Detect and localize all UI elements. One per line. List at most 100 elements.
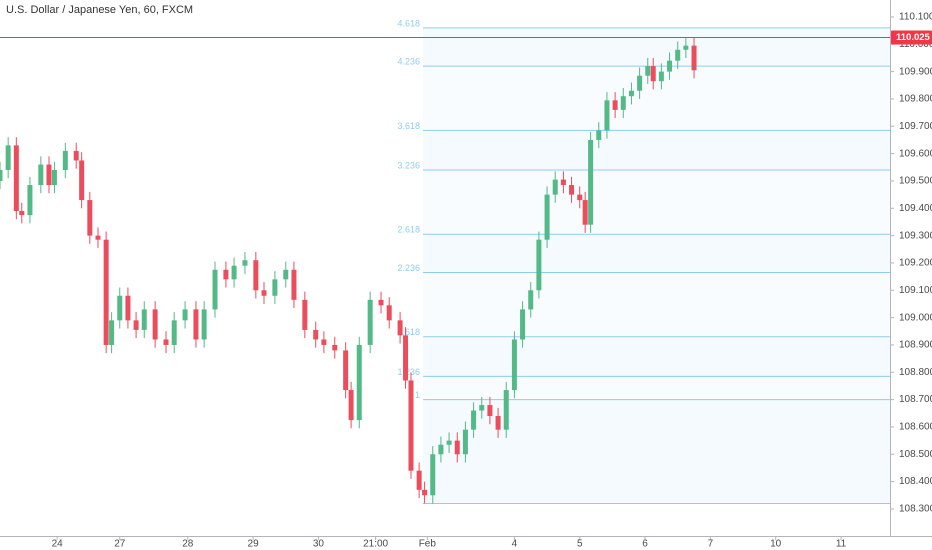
candle-body [544,194,550,240]
fib-level-label: 1.236 [397,367,420,377]
candle-body [212,269,218,310]
fib-level-label: 4.236 [397,57,420,67]
x-tick-label: 10 [770,539,782,550]
x-tick-label: 30 [313,539,325,550]
candle-body [46,164,52,186]
candle-body [313,329,319,340]
candle-body [430,454,436,496]
x-tick-label: 24 [52,539,64,550]
candle-body [272,279,278,296]
candle-body [683,45,689,50]
candle-body [242,260,248,266]
fib-level-label: 3.618 [397,121,420,131]
candle-body [13,145,19,212]
fib-zone [423,399,890,504]
candle-body [658,71,664,82]
candle-body [356,344,362,421]
candle-body [343,350,349,391]
candle-body [582,200,588,225]
candle-body [596,130,602,140]
candle-body [182,309,188,321]
candle-body [612,100,618,110]
candle-body [163,339,169,345]
candle-body [691,45,697,71]
fib-zone [423,336,890,377]
candle-body [471,410,477,430]
candle-body [332,344,338,351]
x-tick-label: Feb [419,539,437,550]
candle-body [141,309,147,330]
fib-level-label: 1 [415,390,420,400]
x-tick-label: 7 [708,539,714,550]
candle-body [291,269,297,300]
candle-body [367,299,373,345]
fib-level-label: 1.618 [397,327,420,337]
x-tick-label: 28 [182,539,194,550]
candle-body [109,320,115,345]
y-tick-label: 109.800 [899,94,932,105]
y-tick-label: 108.300 [899,504,932,515]
candle-body [253,260,259,291]
candle-body [223,269,229,280]
candle-body [645,66,651,76]
fib-level-label: 3.236 [397,160,420,170]
candle-body [675,49,681,61]
candle-body [171,320,177,345]
candle-body [438,444,444,455]
fib-zone [423,27,890,67]
candle-body [552,179,558,195]
x-tick-label: 27 [114,539,126,550]
fib-zone [423,66,890,131]
candle-body [117,295,123,321]
candle-body [231,265,237,280]
candle-body [520,309,526,340]
candle-body [528,290,534,310]
x-tick-label: 4 [512,539,518,550]
candle-body [479,405,485,411]
last-price-box [891,30,932,45]
candle-body [103,239,109,345]
y-tick-label: 109.600 [899,148,932,159]
candle-body [51,170,57,186]
y-tick-label: 109.400 [899,203,932,214]
x-tick-label: 11 [836,539,847,550]
candle-body [604,100,610,131]
candle-body [19,211,25,216]
y-tick-label: 108.600 [899,422,932,433]
fib-zone [423,130,890,171]
y-tick-label: 108.500 [899,449,932,460]
candle-body [487,405,493,417]
y-tick-label: 109.000 [899,312,932,323]
chart-title: U.S. Dollar / Japanese Yen, 60, FXCM [6,4,193,16]
candle-body [495,416,501,430]
candle-body [133,320,139,330]
y-tick-label: 108.800 [899,367,932,378]
candle-body [588,139,594,225]
y-tick-label: 110.100 [899,12,932,23]
candle-body [261,290,267,296]
candle-body [416,470,422,490]
candle-body [0,170,3,181]
candle-body [321,339,327,345]
candle-body [503,390,509,430]
candle-body [201,309,207,340]
y-tick-label: 108.900 [899,340,932,351]
candle-body [408,380,414,471]
x-tick-label: 21:00 [363,539,388,550]
candle-body [386,305,392,321]
candle-body [422,489,428,496]
candle-body [152,309,158,340]
y-tick-label: 108.700 [899,394,932,405]
y-tick-label: 109.700 [899,121,932,132]
candle-body [446,440,452,445]
candle-body [628,90,634,97]
candle-body [95,235,101,240]
candle-body [620,96,626,110]
candle-body [38,164,44,186]
y-tick-label: 109.100 [899,285,932,296]
fib-zone [423,234,890,273]
candle-body [536,239,542,291]
candle-body [348,390,354,421]
